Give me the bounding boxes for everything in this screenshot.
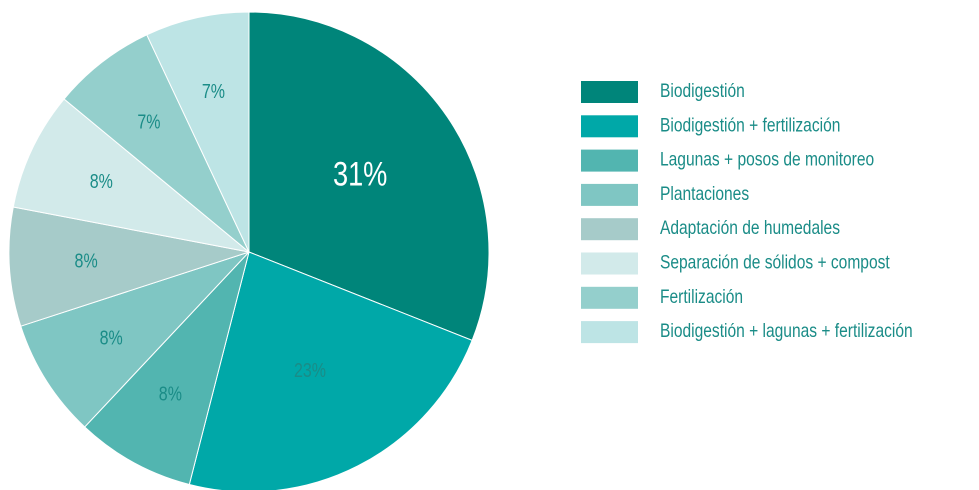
legend-label: Fertilización <box>660 285 743 307</box>
legend-label: Separación de sólidos + compost <box>660 251 890 273</box>
legend-swatch <box>581 218 638 241</box>
pie-slice <box>63 34 250 253</box>
slice-label: 8% <box>100 327 123 349</box>
legend-label: Plantaciones <box>660 182 749 204</box>
legend-swatch <box>581 321 638 344</box>
pie-slice <box>8 206 250 327</box>
legend-label: Biodigestión + lagunas + fertilización <box>660 320 913 342</box>
legend-label: Lagunas + posos de monitoreo <box>660 148 874 170</box>
slice-label: 8% <box>159 383 182 405</box>
pie-slice <box>188 251 473 490</box>
pie-slice <box>84 251 250 486</box>
legend-label: Adaptación de humedales <box>660 217 840 239</box>
slice-label: 23% <box>294 359 326 381</box>
slice-label: 8% <box>75 250 98 272</box>
legend-swatch <box>581 252 638 275</box>
legend-swatch <box>581 183 638 206</box>
pie-slice <box>248 11 490 341</box>
slice-label: 31% <box>333 155 387 194</box>
pie-slice <box>20 251 250 428</box>
slice-label: 7% <box>202 80 225 102</box>
legend-swatch <box>581 286 638 309</box>
pie-slice <box>146 11 250 253</box>
slice-label: 8% <box>90 170 113 192</box>
legend-swatch <box>581 81 638 103</box>
legend-label: Biodigestión <box>660 80 745 102</box>
legend-label: Biodigestión + fertilización <box>660 114 840 136</box>
legend-swatch <box>581 149 638 172</box>
slice-label: 7% <box>137 111 160 133</box>
legend-swatch <box>581 115 638 138</box>
pie-slice <box>12 98 250 253</box>
